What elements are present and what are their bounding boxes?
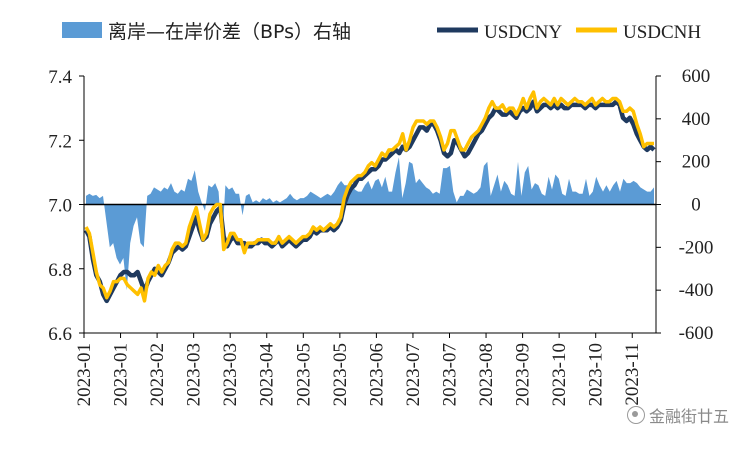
x-tick-label: 2023-03 [220,343,241,406]
right-tick-label: 0 [691,195,701,216]
left-tick-label: 6.8 [48,260,72,281]
watermark: 金融街廿五 [626,403,729,427]
x-tick-label: 2023-06 [366,343,387,406]
x-tick-label: 2023-05 [293,343,314,406]
left-tick-label: 7.4 [48,67,72,88]
x-tick-label: 2023-08 [476,343,497,406]
wechat-icon [626,406,645,424]
right-tick-label: -600 [679,323,714,344]
legend: 离岸—在岸价差（BPs）右轴 USDCNY USDCNH [62,21,701,43]
plot-area: 6.6 6.8 7.0 7.2 7.4 -600 -400 -200 0 200 400 600 202… [48,66,713,406]
series-usdcnh-line [84,90,654,303]
legend-label-usdcny: USDCNY [484,22,562,43]
x-tick-label: 2023-10 [586,343,607,406]
legend-label-usdcnh: USDCNH [623,22,701,43]
x-tick-label: 2023-01 [111,343,132,406]
right-tick-label: 200 [682,152,711,173]
x-tick-label: 2023-07 [440,343,461,406]
x-tick-label: 2023-11 [622,343,643,406]
watermark-text: 金融街廿五 [648,407,729,426]
legend-label-spread: 离岸—在岸价差（BPs）右轴 [108,21,351,43]
right-tick-label: 400 [682,109,711,130]
x-tick-label: 2023-07 [403,343,424,406]
x-tick-label: 2023-10 [549,343,570,406]
right-tick-label: -200 [679,237,714,258]
left-tick-label: 6.6 [48,324,72,345]
x-tick-label: 2023-05 [330,343,351,406]
x-tick-label: 2023-02 [147,343,168,406]
series-usdcny-line [84,99,656,304]
left-tick-label: 7.2 [48,131,72,152]
x-tick-label: 2023-03 [184,343,205,406]
right-tick-label: -400 [679,280,714,301]
legend-swatch-spread [62,22,102,38]
x-tick-label: 2023-09 [513,343,534,406]
left-tick-label: 7.0 [48,196,72,217]
x-tick-label: 2023-04 [257,343,278,407]
x-tick-label: 2023-01 [74,343,95,406]
series-spread-area [86,157,654,291]
right-tick-label: 600 [682,66,711,87]
